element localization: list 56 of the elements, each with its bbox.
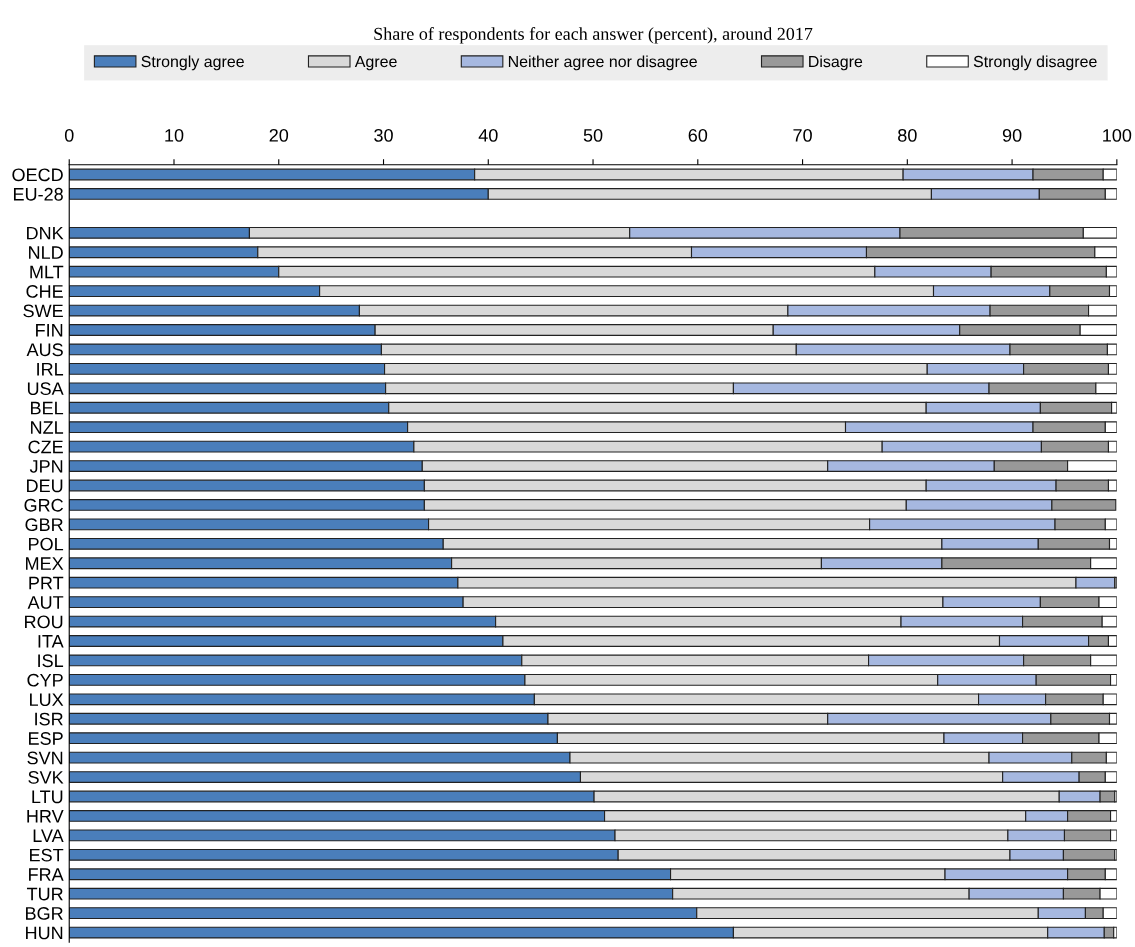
x-tick-label: 20 <box>269 128 289 142</box>
y-tick-label: OECD <box>12 168 63 182</box>
y-tick-label: SVN <box>27 751 63 765</box>
y-tick-label: EST <box>30 848 64 862</box>
legend-label: Disagre <box>809 55 863 71</box>
x-tick-label: 40 <box>478 128 498 142</box>
y-tick-label: DNK <box>27 226 64 240</box>
x-tick-label: 30 <box>374 128 393 142</box>
x-tick-label: 50 <box>583 128 603 142</box>
y-tick-label: ITA <box>38 635 64 648</box>
y-tick-label: TUR <box>26 887 63 901</box>
y-tick-label: USA <box>27 382 64 396</box>
y-tick-label: LTU <box>32 790 63 804</box>
x-tick-label: 80 <box>898 128 917 142</box>
y-tick-label: POL <box>29 537 64 551</box>
y-tick-label: HRV <box>27 810 64 823</box>
legend-label: Strongly disagree <box>973 55 1097 71</box>
y-tick-label: ROU <box>25 615 63 629</box>
y-tick-label: MLT <box>30 265 64 279</box>
y-tick-label: CYP <box>27 673 63 687</box>
y-tick-label: EU-28 <box>13 187 63 201</box>
legend-label: Strongly agree <box>141 55 244 71</box>
x-tick-label: 90 <box>1002 128 1022 142</box>
y-tick-label: GBR <box>25 518 63 532</box>
chart-title: Share of respondents for each answer (percent), around 2017 <box>374 27 813 44</box>
x-tick-label: 0 <box>64 128 74 142</box>
y-tick-label: HUN <box>26 926 63 940</box>
y-tick-label: GRC <box>24 498 63 512</box>
y-tick-label: MEX <box>26 557 64 570</box>
y-tick-label: CZE <box>28 440 63 454</box>
y-tick-label: LUX <box>30 693 64 707</box>
y-tick-label: AUS <box>26 343 63 357</box>
y-tick-label: IRL <box>37 362 64 376</box>
x-tick-label: 100 <box>1103 128 1132 142</box>
y-tick-label: NZL <box>31 421 64 434</box>
y-tick-label: SWE <box>23 304 63 318</box>
legend-label: Neither agree nor disagree <box>508 55 697 71</box>
y-tick-label: AUT <box>27 596 64 609</box>
legend-label: Agree <box>354 56 397 71</box>
y-tick-label: NLD <box>29 246 63 259</box>
y-tick-label: ESP <box>29 732 63 745</box>
y-tick-label: JPN <box>29 460 63 473</box>
y-tick-label: FIN <box>36 324 63 337</box>
y-tick-label: PRT <box>29 576 64 590</box>
y-tick-label: SVK <box>28 770 64 784</box>
x-tick-label: 10 <box>165 128 184 142</box>
y-tick-label: LVA <box>33 829 64 842</box>
y-tick-label: DEU <box>27 479 63 493</box>
y-tick-label: FRA <box>29 868 64 881</box>
x-tick-label: 60 <box>688 128 708 142</box>
y-tick-label: ISR <box>35 712 63 726</box>
x-tick-label: 70 <box>793 128 812 142</box>
y-tick-label: ISL <box>38 654 64 668</box>
y-tick-label: BEL <box>31 401 64 415</box>
y-tick-label: BGR <box>26 907 63 920</box>
y-tick-label: CHE <box>26 285 63 298</box>
